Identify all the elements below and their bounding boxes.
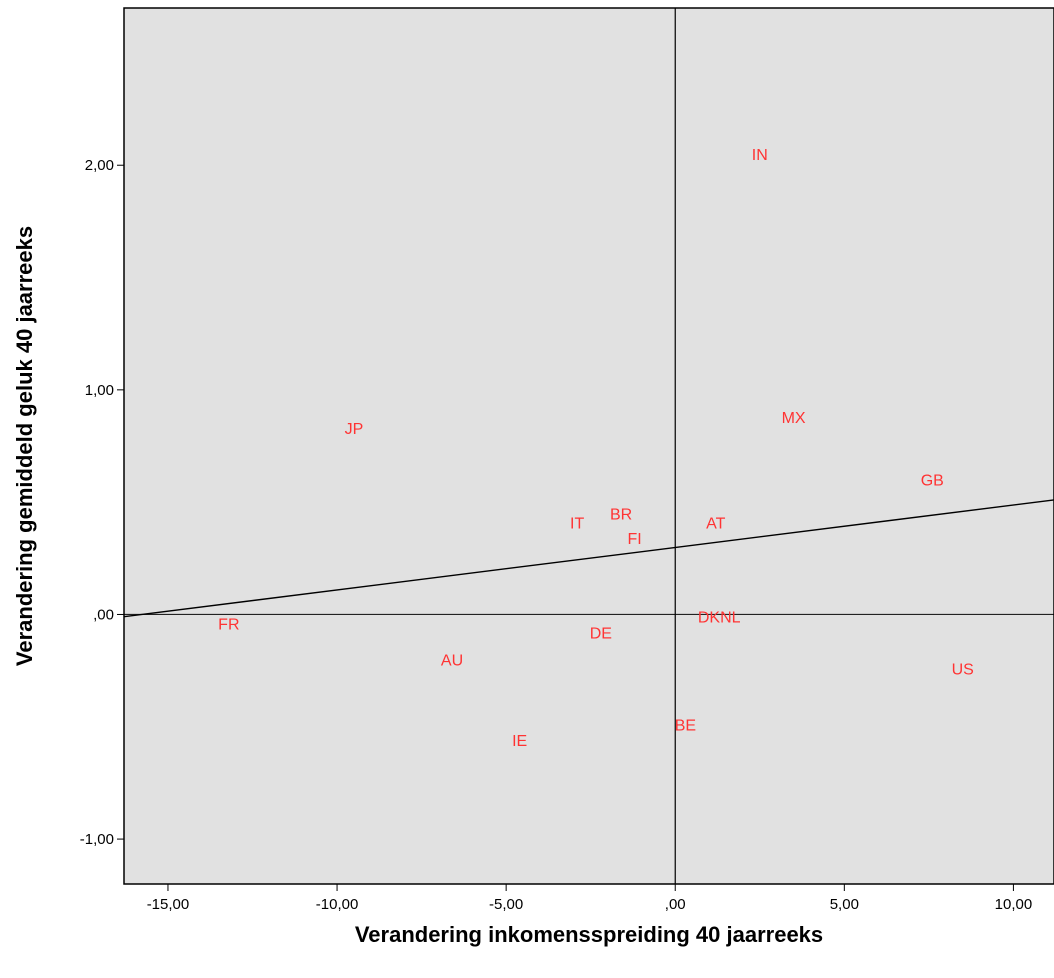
point-label-fr: FR (218, 616, 239, 633)
x-tick-label: 5,00 (830, 896, 859, 913)
x-tick-label: -10,00 (316, 896, 359, 913)
point-label-jp: JP (345, 421, 364, 438)
y-tick-label: -1,00 (80, 831, 114, 848)
x-tick-label: ,00 (665, 896, 686, 913)
point-label-it: IT (570, 515, 584, 532)
point-label-ie: IE (512, 733, 527, 750)
plot-area (123, 7, 1054, 885)
y-tick-label: ,00 (93, 606, 114, 623)
y-tick-label: 2,00 (85, 157, 114, 174)
x-tick-label: 10,00 (995, 896, 1033, 913)
point-label-gb: GB (921, 473, 944, 490)
point-label-mx: MX (782, 410, 806, 427)
point-label-at: AT (706, 515, 725, 532)
point-label-au: AU (441, 652, 463, 669)
y-tick-label: 1,00 (85, 382, 114, 399)
y-axis: -1,00 ,00 1,00 2,00 (80, 157, 124, 848)
point-label-in: IN (752, 147, 768, 164)
fit-line-group (123, 499, 1054, 618)
x-tick-label: -5,00 (489, 896, 523, 913)
point-label-us: US (952, 661, 974, 678)
reference-lines (124, 8, 1054, 884)
point-label-br: BR (610, 506, 632, 523)
x-tick-label: -15,00 (147, 896, 190, 913)
point-labels: IN JP MX GB IT BR AT FI FR DKNL DE AU US BE IE (218, 147, 974, 750)
x-axis: -15,00 -10,00 -5,00 ,00 5,00 10,00 (147, 884, 1033, 913)
x-axis-title: Verandering inkomensspreiding 40 jaarree… (355, 922, 823, 947)
fit-line (123, 499, 1054, 618)
point-label-be: BE (675, 718, 696, 735)
point-label-de: DE (590, 625, 612, 642)
point-label-dknl: DKNL (698, 610, 741, 627)
y-axis-title: Verandering gemiddeld geluk 40 jaarreeks (12, 226, 37, 666)
point-label-fi: FI (628, 531, 642, 548)
